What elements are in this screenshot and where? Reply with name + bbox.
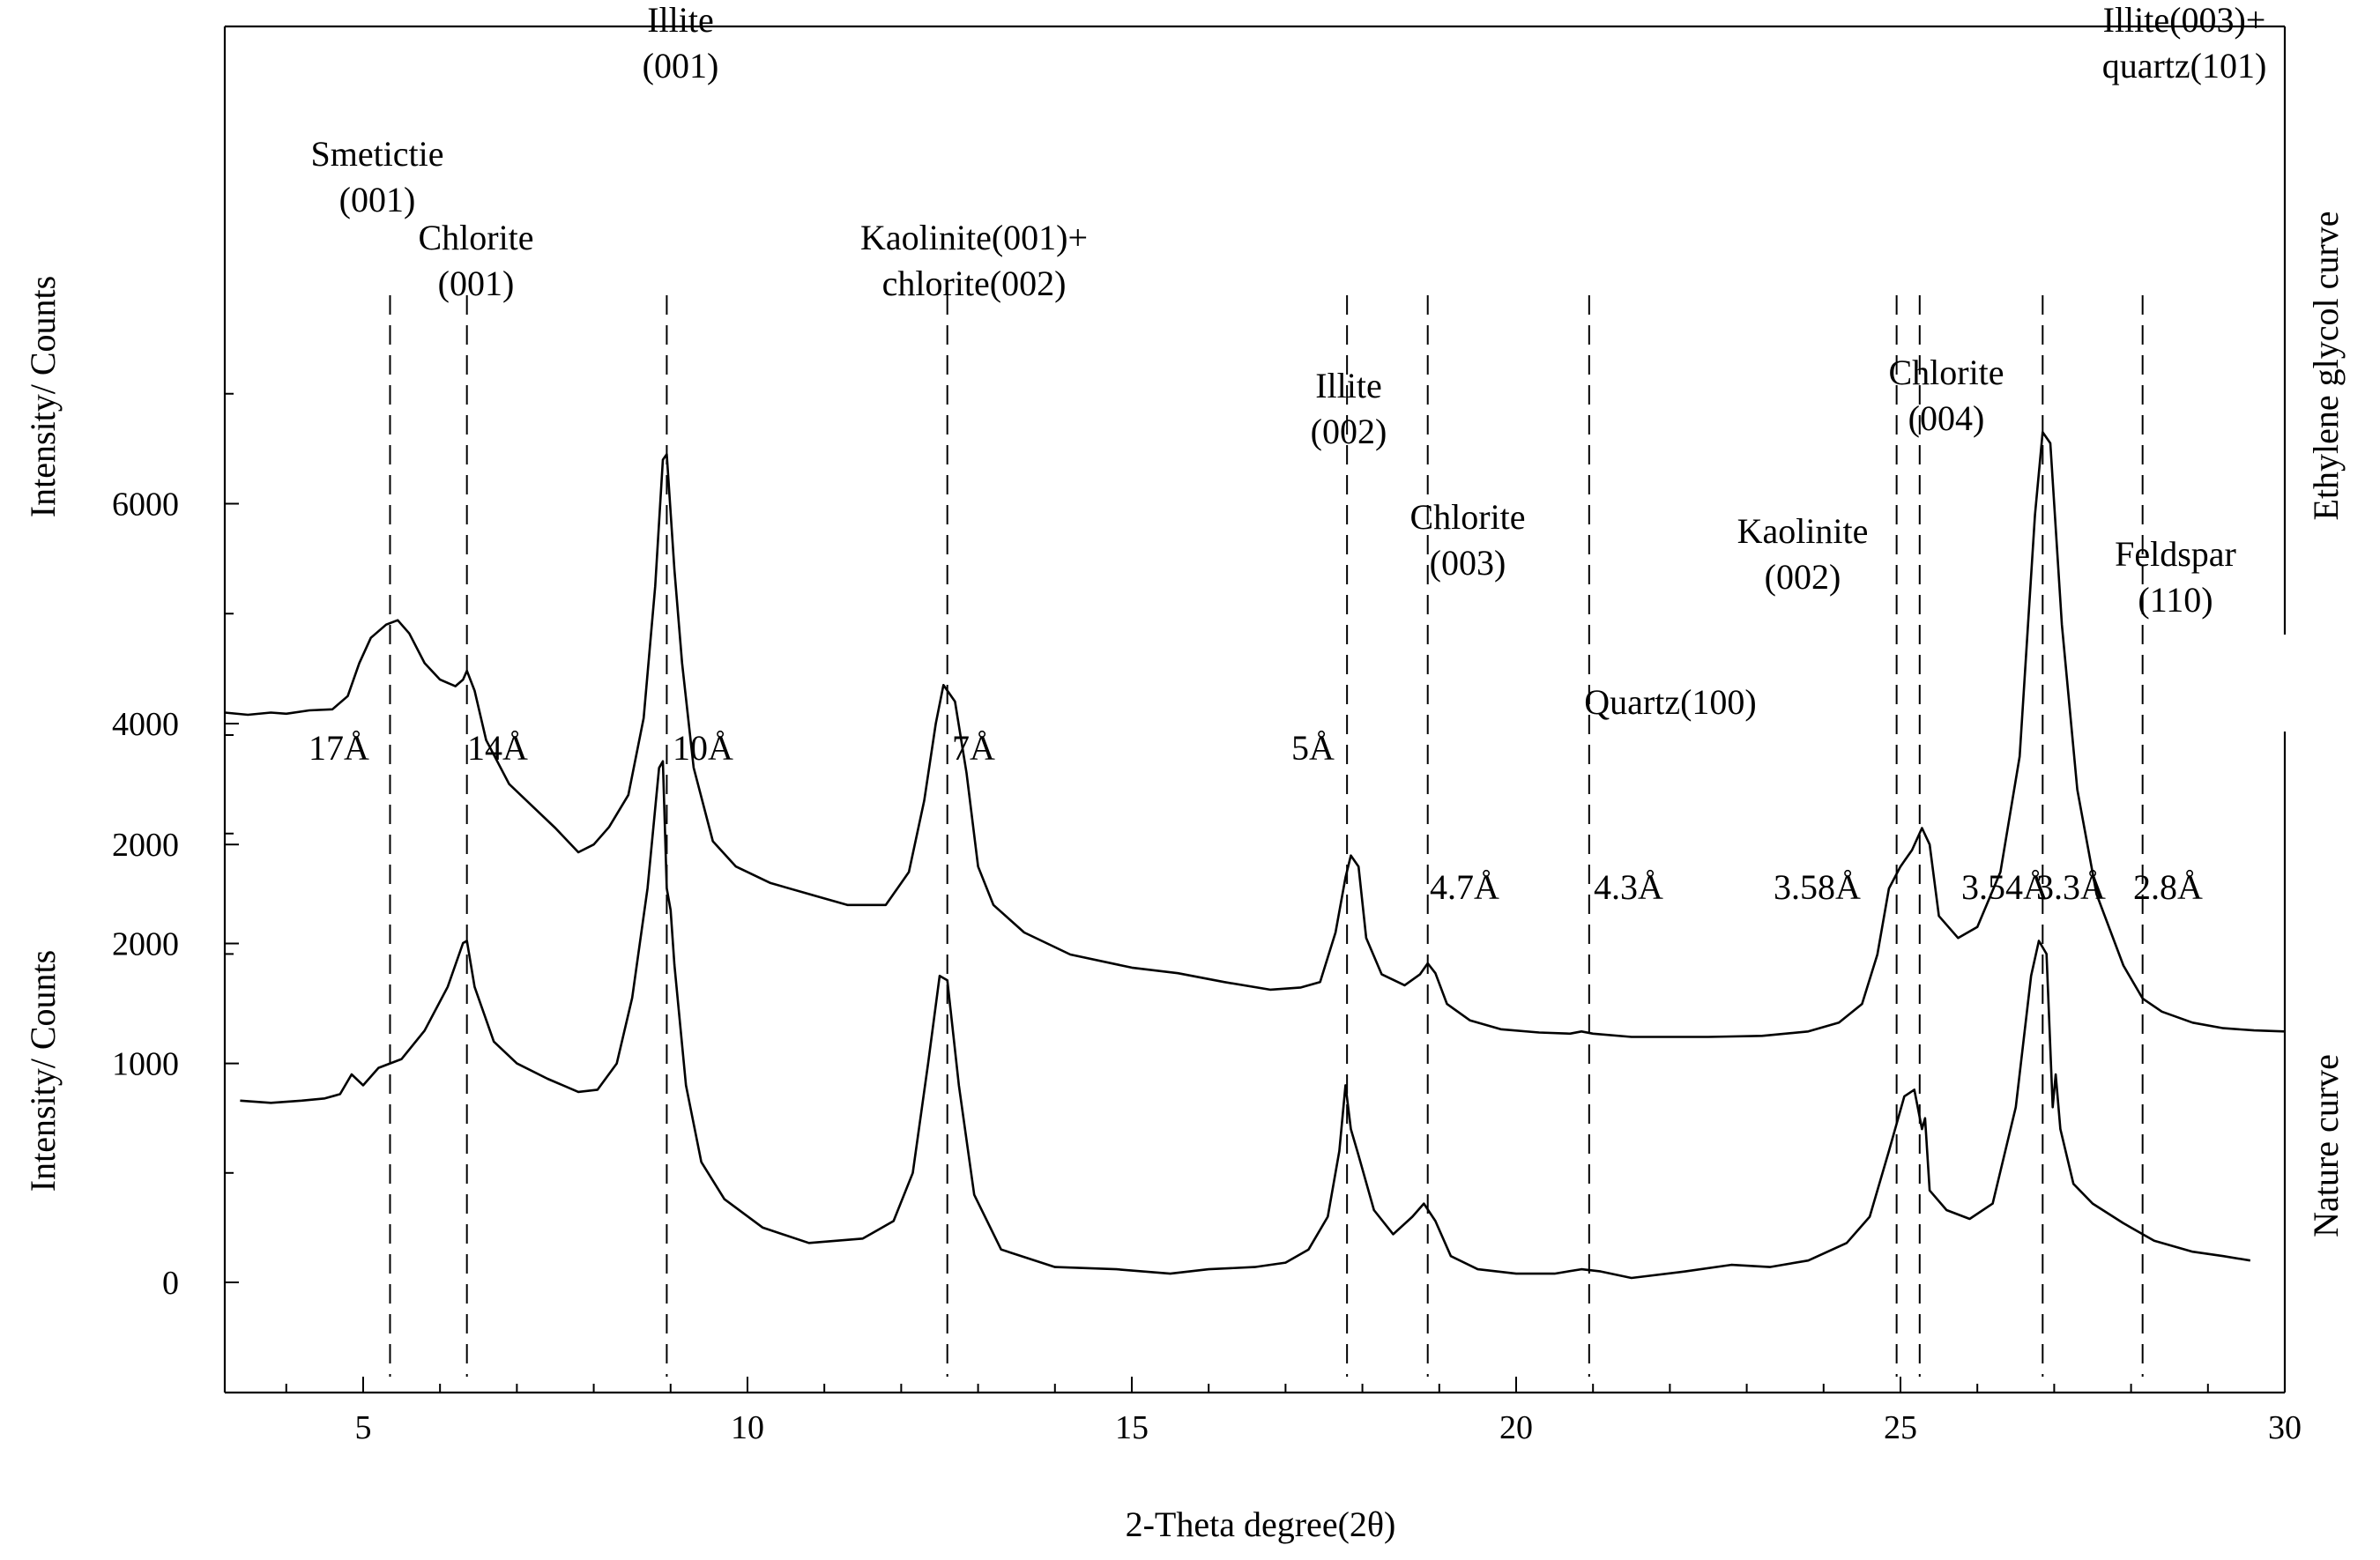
right-label-nature: Nature curve [2306,1054,2346,1237]
x-tick-label: 25 [1884,1409,1917,1446]
d-spacing-label: 4.7Å [1430,867,1499,907]
d-spacing-label: 2.8Å [2133,867,2203,907]
y-tick-label: 6000 [112,487,179,524]
mineral-annotation: chlorite(002) [882,264,1067,303]
x-axis-title: 2-Theta degree(2θ) [1126,1504,1396,1544]
right-label-ethylene-glycol: Ethylene glycol curve [2306,212,2346,521]
mineral-annotation: Quartz(100) [1584,682,1756,722]
mineral-annotation: Chlorite [418,218,533,257]
mineral-annotation: Kaolinite [1737,511,1869,551]
mineral-annotation: (003) [1430,543,1506,583]
mineral-annotation: Chlorite [1888,353,2004,392]
y-axis-title-bottom: Intensity/ Counts [23,950,63,1192]
d-spacing-label: 4.3Å [1594,867,1663,907]
x-tick-label: 20 [1499,1409,1533,1446]
mineral-annotation: Chlorite [1409,497,1525,537]
y-axis-title-top: Intensity/ Counts [23,276,63,517]
y-tick-label: 4000 [112,706,179,743]
mineral-annotations: Smetictie(001)Chlorite(001)Illite(001)Ka… [310,0,2266,722]
nature-curve [240,760,2251,1280]
d-spacing-label: 3.54Å [1961,867,2049,907]
mineral-annotation: Kaolinite(001)+ [860,218,1088,257]
mineral-annotation: (002) [1765,557,1841,597]
mineral-annotation: (004) [1908,398,1985,438]
x-tick-label: 15 [1115,1409,1149,1446]
mineral-annotation: (001) [438,264,515,303]
x-tick-label: 5 [354,1409,371,1446]
d-spacing-label: 10Å [673,728,733,768]
mineral-annotation: (001) [339,180,416,219]
x-axis-ticks: 5 10 15 20 25 30 [285,1377,2302,1446]
d-spacing-label: 3.58Å [1774,867,1861,907]
mineral-annotation: Illite [1315,366,1382,405]
y-tick-label: 0 [162,1265,179,1302]
y-tick-label: 2000 [112,926,179,963]
d-spacing-label: 17Å [309,728,369,768]
y-tick-label: 1000 [112,1046,179,1083]
mineral-annotation: (001) [643,46,719,85]
d-spacing-label: 14Å [467,728,528,768]
d-spacing-label: 3.3Å [2036,867,2106,907]
y-axis-ticks: 2000 4000 6000 0 1000 2000 [112,392,239,1302]
mineral-annotation: quartz(101) [2102,46,2267,85]
mineral-annotation: (002) [1311,412,1387,451]
diffraction-curves [224,431,2286,1280]
mineral-annotation: Smetictie [310,134,443,174]
d-spacing-label: 5Å [1291,728,1335,768]
mineral-annotation: Feldspar [2115,534,2236,574]
y-tick-label: 2000 [112,827,179,864]
mineral-annotation: Illite [647,0,714,40]
d-spacing-label: 7Å [952,728,995,768]
x-tick-label: 30 [2268,1409,2302,1446]
plot-frame [223,25,2287,1394]
ethylene-glycol-curve [224,431,2286,1038]
mineral-annotation: Illite(003)+ [2103,0,2266,40]
peak-reference-lines [389,295,2144,1377]
mineral-annotation: (110) [2138,580,2213,620]
x-tick-label: 10 [731,1409,764,1446]
